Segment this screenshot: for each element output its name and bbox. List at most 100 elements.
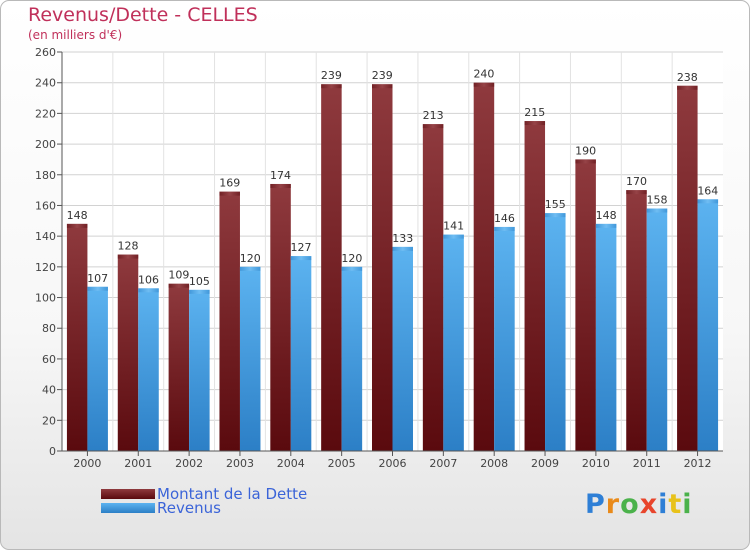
- x-tick-label: 2008: [480, 457, 508, 470]
- logo-letter: x: [639, 489, 659, 520]
- x-tick-label: 2004: [277, 457, 305, 470]
- bar-revenue: [697, 199, 719, 451]
- logo-letter: t: [668, 489, 683, 520]
- y-tick-label: 260: [35, 46, 56, 59]
- data-label: 213: [423, 109, 444, 122]
- y-tick-label: 180: [35, 169, 56, 182]
- bar-debt-top: [677, 85, 698, 90]
- data-label: 238: [677, 71, 698, 84]
- bar-revenue-top: [290, 256, 312, 261]
- bar-revenue: [189, 289, 210, 451]
- x-tick-label: 2001: [124, 457, 152, 470]
- bar-revenue-top: [595, 223, 617, 228]
- y-tick-label: 240: [35, 77, 56, 90]
- bar-revenue-top: [138, 288, 159, 293]
- bar-revenue: [443, 234, 464, 451]
- y-tick-label: 120: [35, 261, 56, 274]
- bar-revenue: [392, 246, 413, 451]
- chart-subtitle: (en milliers d'€): [28, 28, 123, 42]
- data-label: 169: [219, 177, 240, 190]
- bar-revenue-top: [494, 226, 515, 231]
- logo-letter: P: [585, 489, 606, 520]
- y-tick-label: 160: [35, 199, 56, 212]
- bar-debt-top: [575, 159, 596, 164]
- bar-revenue: [595, 223, 617, 451]
- bar-debt: [117, 254, 139, 451]
- data-label: 106: [138, 273, 159, 286]
- data-label: 127: [291, 241, 312, 254]
- bar-revenue: [87, 286, 108, 451]
- data-label: 164: [697, 184, 718, 197]
- y-tick-label: 80: [42, 322, 56, 335]
- proxiti-logo: Proxiti: [585, 489, 693, 520]
- x-tick-label: 2003: [226, 457, 254, 470]
- data-label: 107: [87, 272, 108, 285]
- x-tick-label: 2000: [73, 457, 101, 470]
- bar-revenue-top: [341, 266, 363, 271]
- bar-debt: [270, 183, 291, 451]
- x-tick-label: 2011: [633, 457, 661, 470]
- bar-revenue: [138, 288, 159, 451]
- bar-debt-top: [321, 84, 342, 89]
- logo-letter: r: [605, 489, 621, 520]
- bar-revenue: [290, 256, 312, 451]
- y-tick-label: 60: [42, 353, 56, 366]
- x-tick-label: 2010: [582, 457, 610, 470]
- bar-debt: [321, 84, 342, 451]
- y-tick-label: 140: [35, 230, 56, 243]
- data-label: 190: [575, 144, 596, 157]
- data-label: 215: [524, 106, 545, 119]
- y-tick-label: 200: [35, 138, 56, 151]
- bar-revenue-top: [646, 208, 668, 213]
- bar-revenue: [646, 208, 668, 451]
- data-label: 141: [443, 220, 464, 233]
- bar-debt-top: [117, 254, 139, 259]
- x-tick-label: 2002: [175, 457, 203, 470]
- bar-debt-top: [473, 82, 495, 87]
- data-label: 146: [494, 212, 515, 225]
- bar-debt: [372, 84, 393, 451]
- data-label: 174: [270, 169, 291, 182]
- legend-swatch-revenue: [101, 503, 155, 513]
- y-tick-label: 0: [49, 445, 56, 458]
- data-label: 133: [392, 232, 413, 245]
- bar-revenue-top: [545, 213, 566, 218]
- y-tick-label: 100: [35, 292, 56, 305]
- bar-debt-top: [66, 223, 88, 228]
- logo-letter: i: [682, 489, 693, 520]
- bar-debt: [219, 191, 240, 451]
- bar-debt: [677, 85, 698, 451]
- bar-revenue-top: [443, 234, 464, 239]
- bar-revenue: [239, 266, 261, 451]
- data-label: 239: [372, 69, 393, 82]
- legend-item-debt: Montant de la Dette: [101, 485, 308, 503]
- x-tick-label: 2007: [429, 457, 457, 470]
- x-tick-label: 2012: [684, 457, 712, 470]
- bar-debt: [422, 124, 444, 451]
- data-label: 105: [189, 275, 210, 288]
- data-label: 155: [545, 198, 566, 211]
- bar-debt-top: [168, 283, 190, 288]
- bar-debt: [66, 223, 88, 451]
- data-label: 148: [596, 209, 617, 222]
- legend-label-debt: Montant de la Dette: [157, 485, 308, 503]
- bar-revenue: [341, 266, 363, 451]
- legend: Montant de la Dette Revenus: [101, 485, 308, 516]
- data-label: 120: [341, 252, 362, 265]
- bar-debt-top: [422, 124, 444, 129]
- data-label: 170: [626, 175, 647, 188]
- data-label: 240: [473, 68, 494, 81]
- data-label: 239: [321, 69, 342, 82]
- y-tick-label: 20: [42, 414, 56, 427]
- bar-debt: [575, 159, 596, 451]
- bar-revenue-top: [392, 246, 413, 251]
- y-tick-label: 40: [42, 384, 56, 397]
- bar-revenue-top: [239, 266, 261, 271]
- bar-debt-top: [626, 190, 647, 195]
- bar-revenue: [494, 226, 515, 451]
- bar-debt: [524, 121, 546, 452]
- bar-debt-top: [372, 84, 393, 89]
- bar-debt: [473, 82, 495, 451]
